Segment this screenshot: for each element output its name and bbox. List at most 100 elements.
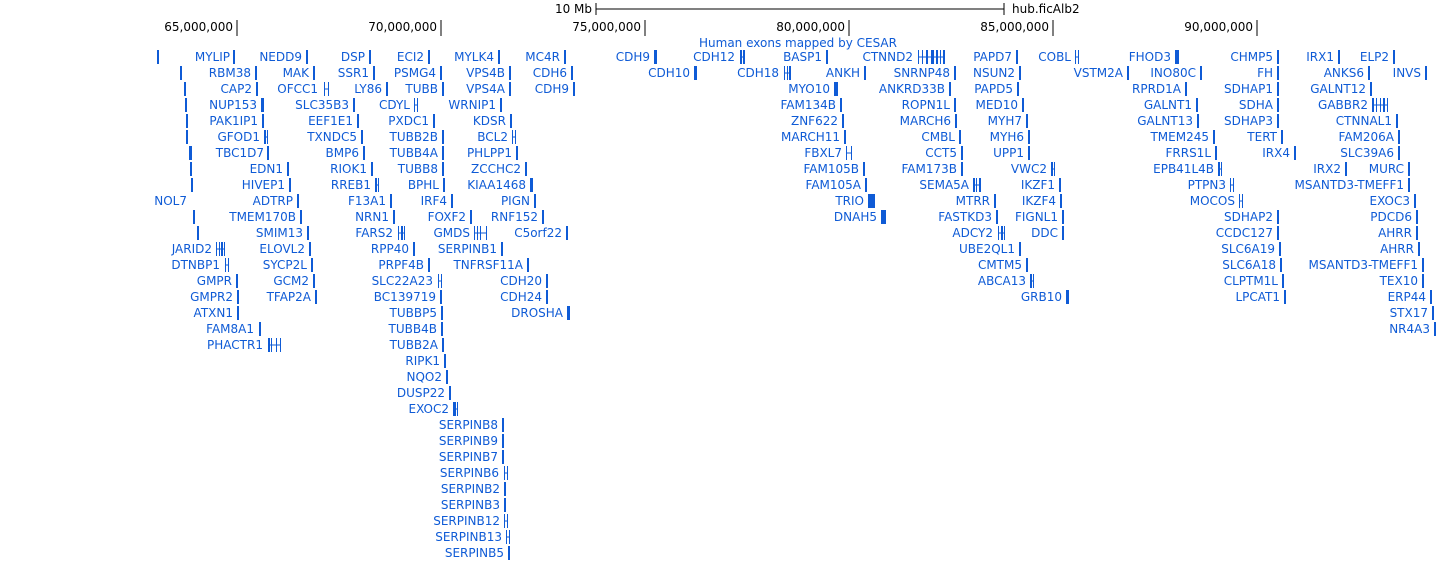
gene-feature[interactable]: FHOD3	[1129, 50, 1179, 64]
gene-label[interactable]: CMTM5	[978, 258, 1022, 272]
gene-label[interactable]: SLC35B3	[295, 98, 349, 112]
gene-feature[interactable]: NOL7	[154, 194, 187, 208]
gene-feature[interactable]: PDCD6	[1370, 210, 1418, 224]
gene-label[interactable]: CDH24	[500, 290, 542, 304]
gene-label[interactable]: SERPINB5	[445, 546, 504, 560]
gene-feature[interactable]: NQO2	[406, 370, 448, 384]
gene-feature[interactable]: TUBBP5	[389, 306, 443, 320]
gene-label[interactable]: CDH20	[500, 274, 542, 288]
gene-feature[interactable]: SERPINB9	[439, 434, 504, 448]
gene-feature[interactable]	[180, 66, 182, 80]
gene-label[interactable]: MSANTD3-TMEFF1	[1308, 258, 1418, 272]
gene-feature[interactable]: VWC2	[1011, 162, 1055, 176]
gene-label[interactable]: RPP40	[371, 242, 409, 256]
gene-feature[interactable]: IRF4	[421, 194, 453, 208]
gene-label[interactable]: SNRNP48	[894, 66, 950, 80]
gene-feature[interactable]: TUBB2A	[389, 338, 444, 352]
gene-label[interactable]: PAPD5	[974, 82, 1013, 96]
gene-feature[interactable]: GALNT12	[1310, 82, 1372, 96]
gene-feature[interactable]: FAM173B	[902, 162, 964, 176]
gene-feature[interactable]: SDHA	[1239, 98, 1279, 112]
gene-label[interactable]: SEMA5A	[919, 178, 969, 192]
gene-feature[interactable]: LY86	[354, 82, 388, 96]
gene-label[interactable]: EXOC3	[1370, 194, 1411, 208]
gene-label[interactable]: BC139719	[374, 290, 436, 304]
gene-label[interactable]: PXDC1	[388, 114, 429, 128]
gene-feature[interactable]: GMPR	[197, 274, 238, 288]
gene-label[interactable]: ABCA13	[978, 274, 1026, 288]
gene-feature[interactable]: SMIM13	[256, 226, 309, 240]
gene-label[interactable]: MED10	[976, 98, 1018, 112]
gene-label[interactable]: DROSHA	[511, 306, 564, 320]
gene-label[interactable]: SLC6A18	[1222, 258, 1276, 272]
gene-label[interactable]: RNF152	[491, 210, 538, 224]
gene-label[interactable]: MARCH6	[900, 114, 951, 128]
gene-label[interactable]: SERPINB13	[435, 530, 502, 544]
gene-label[interactable]: TRIO	[834, 194, 864, 208]
gene-label[interactable]: C5orf22	[514, 226, 562, 240]
gene-label[interactable]: PHACTR1	[207, 338, 263, 352]
gene-feature[interactable]: MSANTD3-TMEFF1	[1308, 258, 1424, 272]
gene-feature[interactable]: RBM38	[209, 66, 257, 80]
gene-feature[interactable]: VPS4B	[466, 66, 511, 80]
gene-feature[interactable]: CMBL	[921, 130, 961, 144]
gene-label[interactable]: SYCP2L	[263, 258, 308, 272]
gene-feature[interactable]: PAPD7	[973, 50, 1018, 64]
gene-label[interactable]: IRX1	[1306, 50, 1334, 64]
gene-feature[interactable]: FAM105B	[804, 162, 866, 176]
gene-feature[interactable]: TERT	[1246, 130, 1283, 144]
gene-feature[interactable]	[191, 178, 193, 192]
gene-feature[interactable]: PAPD5	[974, 82, 1019, 96]
gene-feature[interactable]: GRB10	[1021, 290, 1069, 304]
gene-label[interactable]: FBXL7	[804, 146, 842, 160]
gene-feature[interactable]: CCT5	[925, 146, 963, 160]
gene-feature[interactable]: TMEM170B	[228, 210, 302, 224]
gene-label[interactable]: ADTRP	[253, 194, 293, 208]
gene-label[interactable]: TBC1D7	[215, 146, 264, 160]
gene-label[interactable]: DSP	[341, 50, 365, 64]
gene-label[interactable]: ECI2	[397, 50, 424, 64]
gene-label[interactable]: MSANTD3-TMEFF1	[1294, 178, 1404, 192]
gene-feature[interactable]: BPHL	[408, 178, 445, 192]
gene-label[interactable]: ATXN1	[194, 306, 233, 320]
gene-label[interactable]: SERPINB7	[439, 450, 498, 464]
gene-feature[interactable]: SDHAP1	[1224, 82, 1279, 96]
gene-feature[interactable]: SDHAP3	[1224, 114, 1279, 128]
gene-feature[interactable]: SSR1	[338, 66, 375, 80]
gene-feature[interactable]	[184, 82, 186, 96]
gene-feature[interactable]: TEX10	[1379, 274, 1424, 288]
gene-feature[interactable]: RPRD1A	[1132, 82, 1187, 96]
gene-label[interactable]: NRN1	[355, 210, 389, 224]
gene-label[interactable]: IKZF4	[1022, 194, 1056, 208]
gene-feature[interactable]: BASP1	[783, 50, 828, 64]
gene-feature[interactable]: CDH12	[693, 50, 745, 64]
gene-label[interactable]: PAPD7	[973, 50, 1012, 64]
gene-feature[interactable]: ELOVL2	[259, 242, 311, 256]
gene-label[interactable]: COBL	[1038, 50, 1071, 64]
gene-feature[interactable]: IRX4	[1262, 146, 1296, 160]
gene-feature[interactable]: GCM2	[273, 274, 315, 288]
gene-feature[interactable]: FH	[1257, 66, 1279, 80]
gene-feature[interactable]: RPP40	[371, 242, 415, 256]
gene-label[interactable]: MURC	[1369, 162, 1404, 176]
gene-feature[interactable]: AHRR	[1378, 226, 1418, 240]
gene-label[interactable]: SERPINB2	[441, 482, 500, 496]
gene-label[interactable]: TUBBP5	[389, 306, 437, 320]
gene-label[interactable]: SERPINB1	[438, 242, 497, 256]
gene-feature[interactable]: CLPTM1L	[1224, 274, 1284, 288]
gene-feature[interactable]: IKZF4	[1022, 194, 1062, 208]
gene-label[interactable]: GMPR	[197, 274, 232, 288]
gene-feature[interactable]: DUSP22	[397, 386, 451, 400]
gene-label[interactable]: SLC39A6	[1340, 146, 1394, 160]
gene-label[interactable]: DNAH5	[834, 210, 877, 224]
gene-label[interactable]: NOL7	[154, 194, 187, 208]
gene-label[interactable]: ANKRD33B	[879, 82, 945, 96]
gene-feature[interactable]: AHRR	[1380, 242, 1420, 256]
gene-feature[interactable]: FASTKD3	[938, 210, 998, 224]
gene-label[interactable]: ERP44	[1388, 290, 1426, 304]
gene-label[interactable]: EEF1E1	[308, 114, 353, 128]
gene-label[interactable]: VPS4B	[466, 66, 505, 80]
gene-feature[interactable]: GALNT1	[1144, 98, 1198, 112]
gene-feature[interactable]: NUP153	[209, 98, 264, 112]
gene-label[interactable]: PHLPP1	[467, 146, 512, 160]
